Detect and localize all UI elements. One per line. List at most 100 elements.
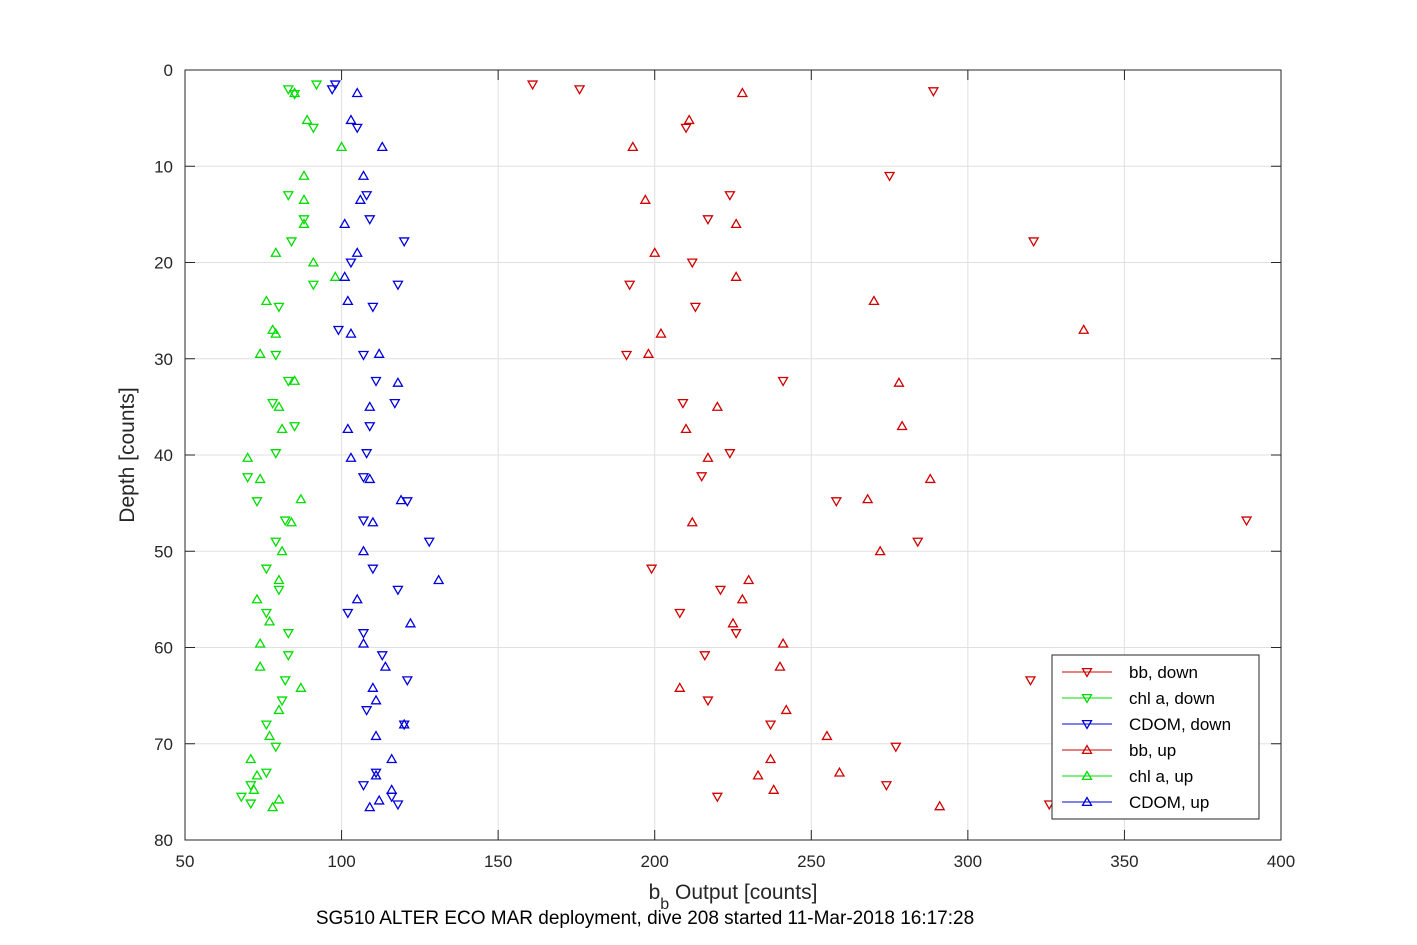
data-point: [392, 280, 404, 291]
data-point: [307, 280, 320, 291]
data-point: [370, 694, 382, 705]
legend-marker: [1081, 719, 1093, 730]
data-point: [376, 141, 388, 152]
series-2: [235, 80, 323, 810]
data-point: [830, 497, 842, 508]
x-tick-label: 250: [797, 852, 825, 871]
series-3: [326, 80, 435, 811]
data-point: [927, 87, 940, 97]
data-point: [370, 769, 382, 780]
data-point: [780, 704, 792, 715]
data-point: [342, 423, 354, 434]
data-point: [285, 237, 298, 248]
data-point: [912, 537, 924, 548]
data-point: [248, 784, 260, 794]
data-point: [370, 768, 382, 779]
data-point: [689, 302, 702, 313]
data-point: [620, 350, 633, 361]
data-point: [376, 651, 388, 662]
data-point: [674, 682, 686, 692]
data-point: [263, 730, 276, 741]
data-point: [649, 247, 661, 257]
data-point: [235, 792, 247, 803]
data-point: [245, 799, 257, 810]
data-point: [364, 401, 376, 411]
data-point: [893, 377, 905, 387]
y-tick-label: 80: [154, 831, 173, 850]
data-point: [273, 704, 285, 715]
data-point: [354, 194, 366, 204]
data-point: [288, 87, 301, 98]
legend-marker: [1081, 796, 1093, 807]
data-point: [680, 423, 692, 434]
data-point: [702, 696, 714, 707]
data-point: [273, 585, 285, 596]
data-point: [339, 218, 351, 229]
series-4: [627, 87, 1090, 811]
axis-ticks: 50 100 150 200 250 300 350 400 0 10 20 30 40 50 60 70 80: [154, 61, 1295, 871]
data-point: [357, 629, 370, 639]
y-tick-label: 10: [154, 157, 173, 176]
data-point: [351, 593, 363, 604]
data-point: [714, 585, 727, 596]
legend: bb, down chl a, down CDOM, down bb, up chl a…: [1051, 654, 1260, 820]
data-point: [339, 271, 351, 281]
data-point: [367, 564, 379, 575]
data-point: [423, 537, 435, 548]
data-point: [702, 452, 714, 462]
data-point: [699, 651, 711, 662]
data-point: [326, 85, 338, 96]
data-point: [242, 473, 254, 483]
x-axis-label-rest: Output [counts]: [669, 881, 817, 904]
data-point: [351, 123, 363, 134]
data-point: [357, 350, 370, 361]
x-tick-label: 100: [327, 852, 355, 871]
y-tick-label: 50: [154, 542, 173, 561]
data-point: [310, 80, 323, 91]
data-point: [890, 742, 902, 753]
x-tick-label: 400: [1267, 852, 1295, 871]
data-point: [273, 401, 285, 411]
data-point: [345, 114, 357, 125]
data-point: [276, 545, 288, 556]
data-point: [934, 800, 946, 811]
data-point: [364, 473, 376, 484]
data-point: [276, 423, 288, 434]
data-point: [285, 516, 298, 527]
data-point: [777, 376, 789, 387]
x-tick-label: 350: [1110, 852, 1138, 871]
data-point: [639, 194, 651, 204]
data-point: [896, 420, 908, 431]
data-point: [295, 493, 307, 504]
y-tick-label: 60: [154, 639, 173, 658]
data-point: [398, 237, 410, 248]
data-point: [764, 720, 777, 731]
data-point: [270, 327, 282, 338]
data-markers: [235, 80, 1253, 812]
data-point: [1078, 324, 1090, 334]
data-point: [251, 769, 263, 780]
data-point: [282, 651, 294, 662]
data-point: [260, 564, 273, 575]
data-point: [251, 593, 263, 604]
data-point: [686, 516, 698, 527]
data-point: [401, 676, 413, 687]
legend-marker: [1081, 770, 1093, 781]
data-point: [270, 742, 282, 753]
legend-marker: [1081, 693, 1093, 704]
data-point: [680, 123, 692, 134]
data-point: [357, 516, 370, 527]
data-point: [752, 769, 764, 780]
x-tick-label: 50: [176, 852, 195, 871]
data-point: [702, 215, 714, 225]
y-tick-label: 0: [164, 61, 173, 80]
y-tick-label: 30: [154, 350, 173, 369]
data-point: [307, 256, 320, 267]
legend-entry: bb, up: [1129, 741, 1176, 760]
data-point: [370, 730, 382, 741]
data-point: [868, 295, 880, 306]
data-point: [260, 768, 273, 779]
data-point: [329, 80, 341, 91]
data-point: [736, 593, 749, 604]
data-point: [282, 85, 294, 96]
